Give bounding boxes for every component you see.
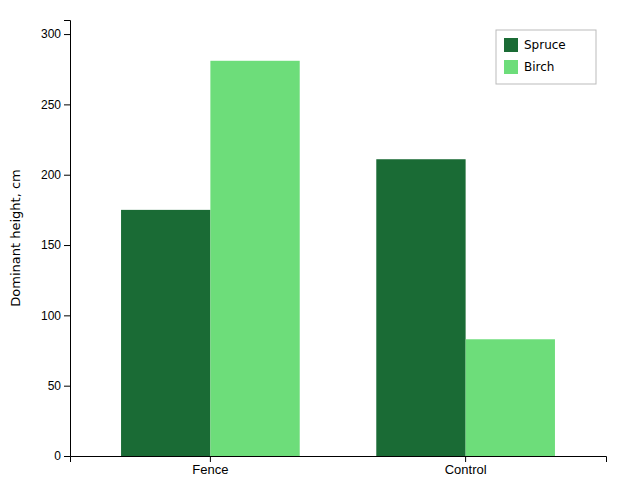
y-tick: 0 — [54, 449, 70, 463]
y-axis-title: Dominant height, cm — [8, 169, 23, 306]
bar — [121, 210, 210, 456]
y-tick: 150 — [41, 238, 70, 252]
legend-item: Spruce — [504, 38, 566, 52]
y-tick-mark — [64, 315, 70, 316]
legend: Spruce Birch — [496, 30, 596, 84]
y-tick-mark — [64, 104, 70, 105]
y-tick: 300 — [41, 27, 70, 41]
y-tick-label: 100 — [41, 309, 61, 323]
x-tick-label: Control — [445, 462, 487, 477]
bar — [376, 159, 465, 456]
y-tick-label: 250 — [41, 98, 61, 112]
y-tick-mark — [64, 386, 70, 387]
bar — [466, 339, 555, 456]
y-axis-line — [64, 21, 71, 457]
chart: 0 50 100 150 200 250 300 Fence Control Spruce Birc… — [0, 0, 626, 501]
y-tick: 50 — [48, 379, 70, 393]
x-axis-line — [71, 457, 607, 463]
y-tick-mark — [64, 456, 70, 457]
x-tick-mark — [210, 456, 211, 462]
y-tick: 200 — [41, 168, 70, 182]
y-tick-label: 0 — [54, 449, 61, 463]
bar — [210, 61, 299, 456]
y-tick-label: 150 — [41, 238, 61, 252]
legend-box — [496, 30, 596, 84]
y-tick-label: 300 — [41, 27, 61, 41]
x-tick: Fence — [192, 456, 228, 477]
y-tick-mark — [64, 245, 70, 246]
x-axis: Fence Control — [71, 456, 607, 477]
x-tick-label: Fence — [192, 462, 228, 477]
y-tick-mark — [64, 34, 70, 35]
x-tick-mark — [465, 456, 466, 462]
y-tick-label: 50 — [48, 379, 62, 393]
bar-series — [210, 61, 555, 456]
x-tick: Control — [445, 456, 487, 477]
y-axis: 0 50 100 150 200 250 300 — [41, 21, 71, 464]
bars — [121, 61, 555, 456]
y-tick: 250 — [41, 98, 70, 112]
legend-label: Birch — [524, 60, 554, 74]
y-tick: 100 — [41, 309, 70, 323]
y-tick-mark — [64, 175, 70, 176]
legend-swatch — [504, 60, 518, 74]
legend-label: Spruce — [524, 38, 566, 52]
y-tick-label: 200 — [41, 168, 61, 182]
legend-item: Birch — [504, 60, 554, 74]
legend-swatch — [504, 38, 518, 52]
plot: 0 50 100 150 200 250 300 Fence Control Spruce Birc… — [41, 21, 607, 478]
